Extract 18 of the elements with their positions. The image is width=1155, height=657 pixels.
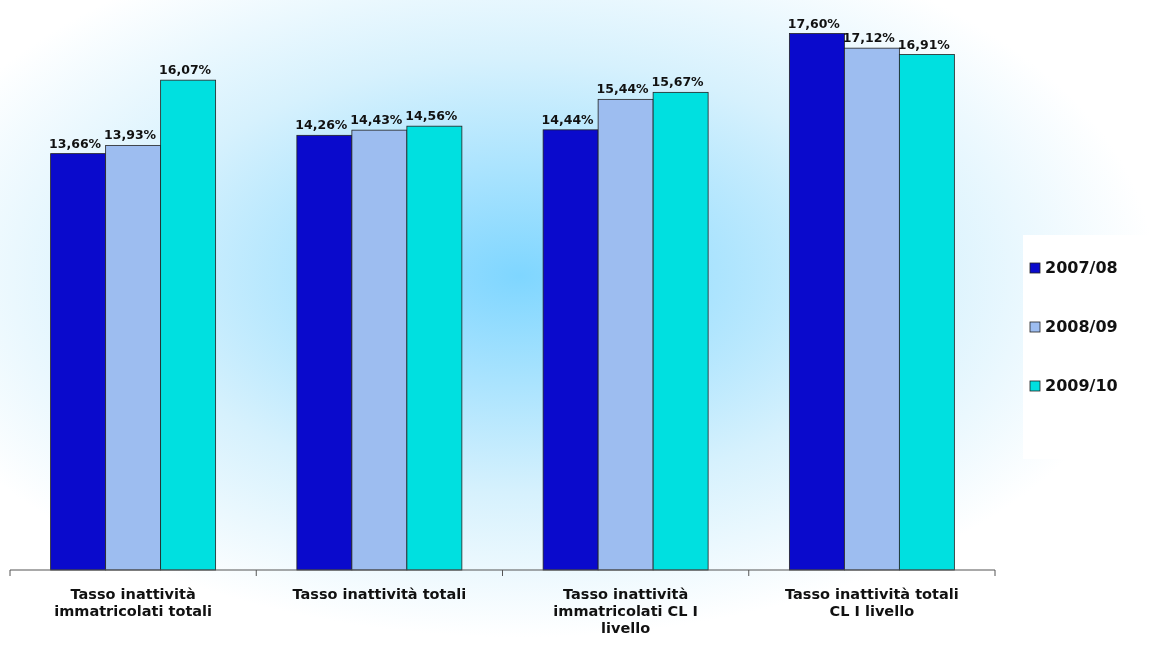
data-label: 15,44% — [596, 81, 650, 97]
x-tick-label: Tasso inattività immatricolati CL I livello — [553, 586, 698, 636]
legend-label: 2007/08 — [1045, 258, 1118, 277]
data-label: 14,43% — [350, 112, 403, 128]
x-tick-label: Tasso inattività immatricolati totali — [54, 586, 213, 619]
data-label: 14,56% — [405, 108, 458, 124]
data-label: 13,66% — [49, 135, 102, 151]
data-label: 14,26% — [295, 117, 348, 133]
data-label: 15,67% — [651, 74, 705, 90]
data-label: 14,44% — [541, 111, 595, 127]
data-label: 13,93% — [104, 127, 157, 143]
legend-label: 2008/09 — [1045, 317, 1118, 336]
legend-label: 2009/10 — [1045, 376, 1118, 395]
x-tick-label: Tasso inattività totali CL I livello — [785, 586, 959, 619]
data-label: 16,07% — [159, 62, 212, 78]
data-label: 16,91% — [897, 36, 951, 52]
x-tick-label: Tasso inattività totali — [292, 586, 467, 602]
data-label: 17,60% — [787, 15, 841, 31]
